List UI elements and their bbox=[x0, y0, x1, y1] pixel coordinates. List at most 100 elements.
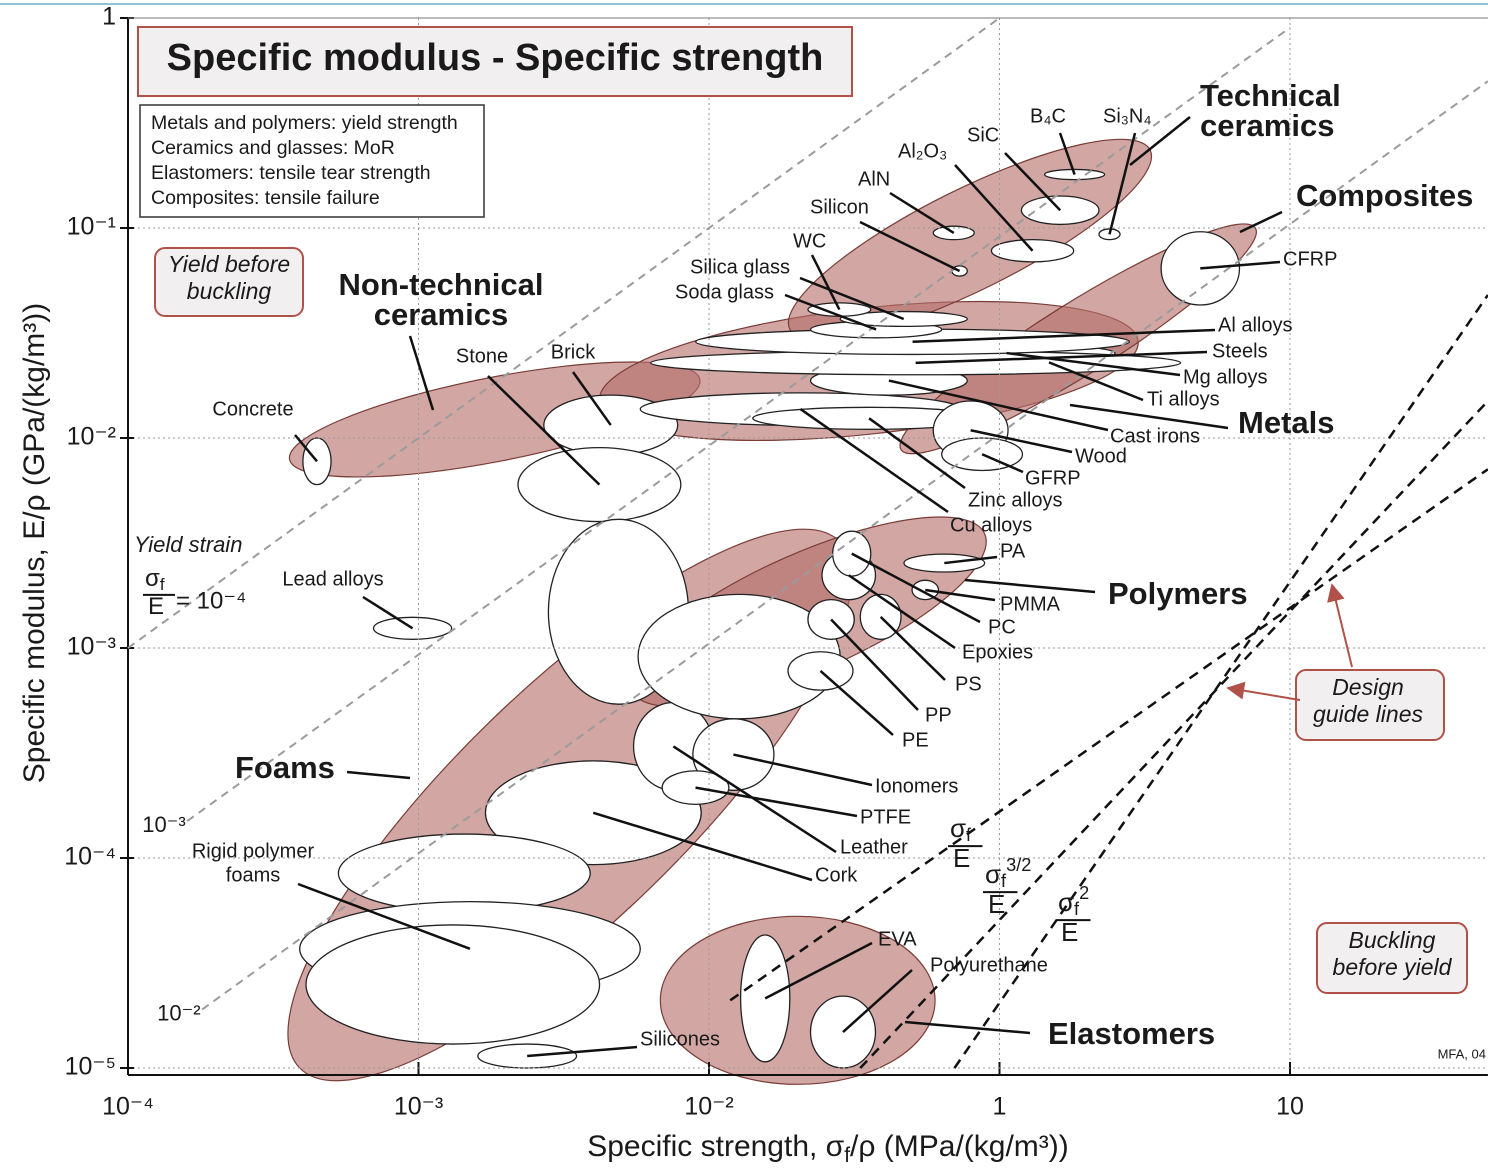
material-label: Ionomers bbox=[875, 775, 958, 797]
material-label: AlN bbox=[858, 168, 890, 190]
material-label: Al alloys bbox=[1218, 314, 1292, 336]
material-label: Epoxies bbox=[962, 641, 1033, 663]
material-label: Lead alloys bbox=[282, 568, 383, 590]
leader-line bbox=[294, 434, 318, 463]
title-box bbox=[137, 26, 853, 97]
material-label: PMMA bbox=[1000, 593, 1061, 615]
note-line: Elastomers: tensile tear strength bbox=[151, 162, 431, 184]
x-axis-label: Specific strength, σf/ρ (MPa/(kg/m³)) bbox=[587, 1130, 1069, 1167]
material-label: Cork bbox=[815, 864, 858, 886]
leader-line bbox=[362, 595, 414, 630]
leader-line bbox=[799, 276, 905, 321]
leader-line bbox=[830, 618, 919, 711]
leader-line bbox=[1129, 116, 1191, 166]
x-axis-label-sub: f bbox=[844, 1144, 850, 1167]
family-label: Non-technical bbox=[339, 267, 544, 302]
yield-strain-label: 10⁻³ bbox=[142, 812, 185, 837]
superscript: 2 bbox=[1079, 883, 1089, 903]
note-box bbox=[139, 104, 485, 218]
x-tick-label: 1 bbox=[993, 1093, 1007, 1121]
symbol: σ bbox=[145, 565, 160, 592]
material-label: PS bbox=[955, 673, 982, 695]
material-label: PE bbox=[902, 729, 929, 751]
fraction-denominator: E bbox=[988, 889, 1005, 919]
material-label: GFRP bbox=[1025, 467, 1081, 489]
subscript: f bbox=[1001, 871, 1007, 891]
material-bubble bbox=[337, 833, 591, 914]
material-label: Silicones bbox=[640, 1028, 720, 1050]
leader-line bbox=[1006, 351, 1181, 377]
fraction-numerator: σf bbox=[145, 565, 165, 594]
fraction-numerator: σf3/2 bbox=[985, 855, 1031, 891]
material-bubble bbox=[903, 553, 986, 573]
leader-line bbox=[592, 811, 813, 882]
family-label: ceramics bbox=[374, 297, 508, 332]
family-label: Polymers bbox=[1108, 576, 1248, 611]
leader-line bbox=[859, 220, 961, 273]
design-guide-line bbox=[953, 294, 1488, 1069]
subscript: f bbox=[160, 575, 165, 594]
material-label: foams bbox=[226, 864, 280, 886]
leader-line bbox=[1069, 403, 1229, 430]
yield-strain-line bbox=[201, 80, 1488, 1011]
material-label: Mg alloys bbox=[1183, 366, 1267, 388]
yield-strain-line bbox=[127, 17, 1001, 649]
leader-line bbox=[1048, 361, 1144, 402]
y-tick-label: 10⁻² bbox=[67, 423, 116, 451]
y-tick-label: 10⁻³ bbox=[67, 633, 116, 661]
design-guide-line bbox=[729, 468, 1488, 1002]
leader-line bbox=[571, 371, 612, 426]
x-tick-label: 10⁻² bbox=[684, 1093, 733, 1121]
subscript: f bbox=[966, 825, 972, 845]
material-label: Soda glass bbox=[675, 281, 774, 303]
family-label: Technical bbox=[1200, 78, 1341, 113]
x-axis-label-part: Specific strength, σ bbox=[587, 1130, 844, 1163]
material-label: Stone bbox=[456, 345, 508, 367]
family-label: Elastomers bbox=[1048, 1016, 1215, 1051]
material-label: EVA bbox=[878, 928, 917, 950]
material-label: Ti alloys bbox=[1147, 388, 1220, 410]
material-label: Brick bbox=[551, 341, 596, 363]
note-line: Metals and polymers: yield strength bbox=[151, 112, 458, 134]
material-label: Al₂O₃ bbox=[898, 140, 947, 162]
material-label: Cu alloys bbox=[950, 514, 1032, 536]
arrow bbox=[1327, 583, 1353, 668]
credit: MFA, 04 bbox=[1438, 1046, 1486, 1061]
material-label: Silicon bbox=[810, 196, 869, 218]
fraction-numerator: σf2 bbox=[1058, 883, 1089, 919]
leader-line bbox=[1200, 260, 1281, 270]
guide-box bbox=[1295, 669, 1445, 741]
leader-line bbox=[904, 1020, 1031, 1035]
y-axis-label: Specific modulus, E/ρ (GPa/(kg/m³)) bbox=[18, 303, 51, 784]
family-label: Foams bbox=[235, 750, 335, 785]
bubbles bbox=[299, 168, 1241, 1069]
region-label: before yield bbox=[1333, 954, 1453, 980]
leader-line bbox=[1058, 132, 1076, 175]
leader-line bbox=[819, 669, 894, 736]
leader-line bbox=[925, 588, 996, 602]
fraction-numerator: σf bbox=[950, 813, 972, 845]
fraction-denominator: E bbox=[1061, 917, 1078, 947]
material-label: PTFE bbox=[860, 806, 911, 828]
fraction-denominator: E bbox=[953, 843, 970, 873]
y-tick-label: 1 bbox=[102, 3, 116, 31]
leader-line bbox=[527, 1045, 638, 1058]
yield-strain-line bbox=[186, 26, 1291, 822]
guide-lines bbox=[127, 17, 1488, 1069]
leader-line bbox=[346, 770, 411, 780]
y-tick-label: 10⁻⁵ bbox=[65, 1053, 116, 1081]
leader-line bbox=[848, 574, 956, 650]
material-label: Silica glass bbox=[690, 256, 790, 278]
labels: Specific modulus, E/ρ (GPa/(kg/m³)) Speci… bbox=[18, 78, 1474, 1166]
leader-line bbox=[868, 417, 966, 490]
yield-strain-label: 10⁻² bbox=[157, 1000, 200, 1025]
y-tick-label: 10⁻⁴ bbox=[64, 843, 116, 871]
arrow bbox=[1226, 681, 1301, 701]
leader-line bbox=[851, 552, 981, 624]
material-label: CFRP bbox=[1283, 248, 1337, 270]
material-bubble bbox=[990, 239, 1075, 263]
material-label: Si₃N₄ bbox=[1103, 105, 1152, 127]
leader-line bbox=[297, 882, 471, 951]
family-label: Metals bbox=[1238, 405, 1334, 440]
